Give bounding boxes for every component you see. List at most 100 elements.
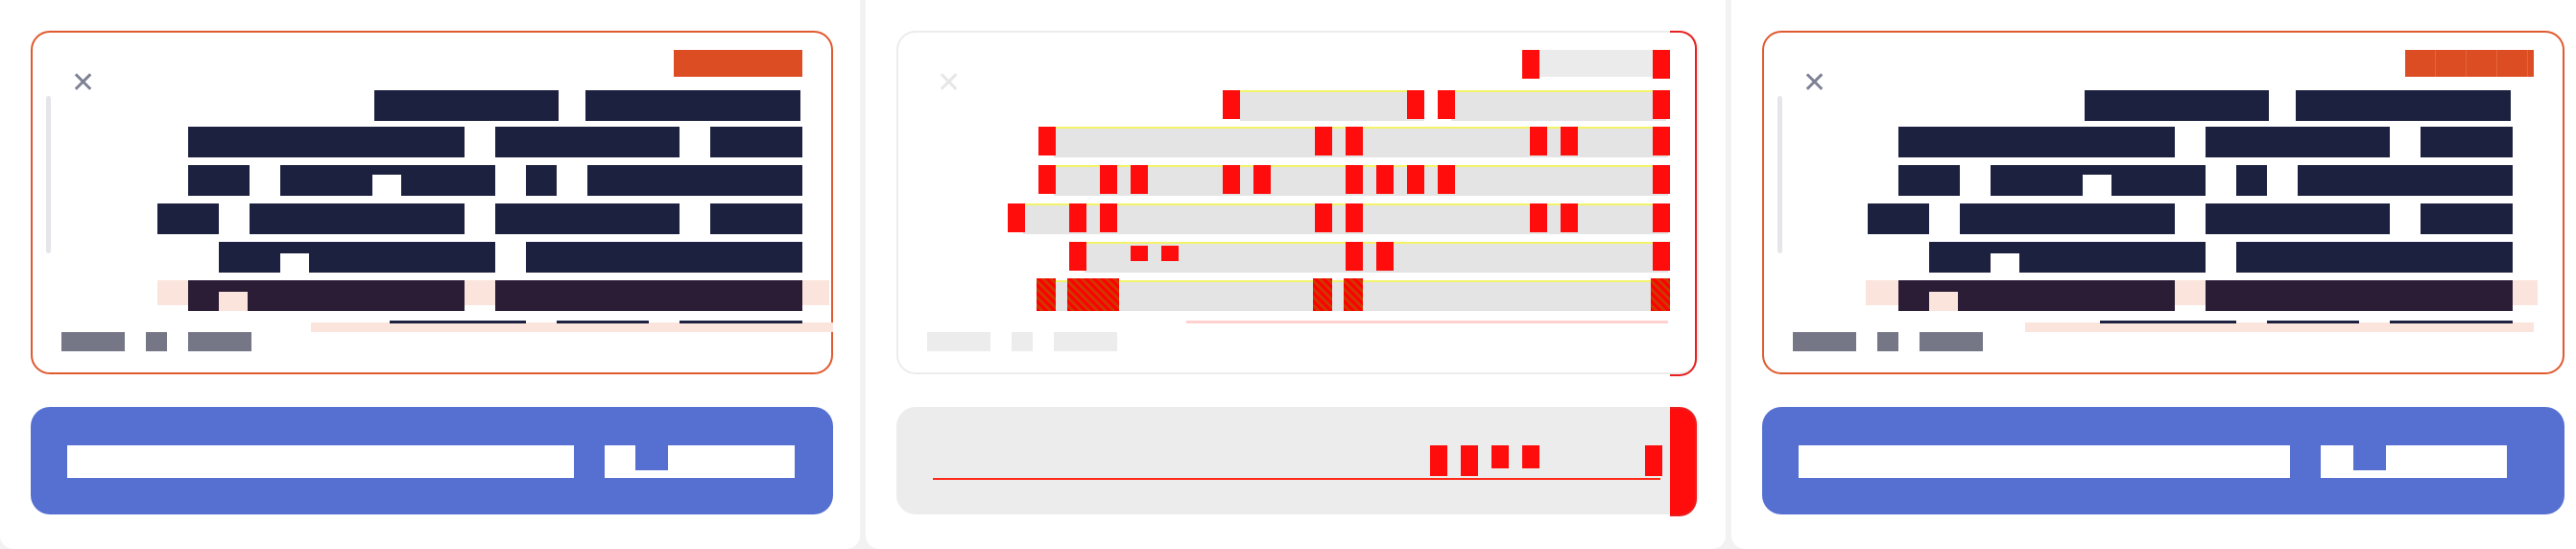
diff-marker — [1315, 127, 1332, 155]
text-line — [1898, 165, 1960, 196]
footer-label — [1877, 332, 1898, 351]
diff-marker — [1037, 278, 1056, 311]
text-line — [2236, 165, 2267, 196]
footer-label — [188, 332, 251, 351]
text-line — [250, 203, 465, 234]
underline — [1186, 321, 1668, 323]
diff-marker — [1438, 165, 1455, 194]
diff-marker — [1253, 165, 1271, 194]
footer-label — [1054, 332, 1117, 351]
diff-marker — [1131, 165, 1148, 194]
diff-marker — [1645, 445, 1662, 476]
panel-overlay: ✕ — [866, 0, 1726, 549]
diff-marker — [1376, 165, 1394, 194]
diff-marker — [1067, 278, 1119, 311]
text-line — [526, 242, 802, 273]
input-field[interactable] — [2321, 445, 2507, 478]
panel-original: ✕ — [0, 0, 860, 549]
diff-marker — [1344, 278, 1363, 311]
diff-frame — [1670, 407, 1697, 516]
underline — [2100, 321, 2159, 323]
diff-marker — [1530, 203, 1547, 232]
input-field[interactable] — [67, 445, 574, 478]
text-line — [2206, 127, 2390, 157]
scrollbar[interactable] — [46, 96, 51, 253]
text-line — [1991, 165, 2206, 196]
text-line — [157, 203, 219, 234]
diff-marker — [1407, 90, 1424, 119]
footer-label — [1012, 332, 1033, 351]
diff-marker — [1346, 165, 1363, 194]
text-line — [2298, 165, 2513, 196]
underline — [2144, 321, 2236, 323]
diff-marker — [1069, 242, 1086, 271]
panel-rendered: ✕ — [1731, 0, 2576, 549]
diff-marker — [1346, 203, 1363, 232]
text-line — [495, 203, 680, 234]
diff-marker — [1522, 445, 1539, 468]
highlight-band — [2025, 322, 2534, 332]
text-line — [587, 165, 802, 196]
close-icon[interactable]: ✕ — [71, 66, 96, 100]
underline — [390, 321, 449, 323]
text-line — [710, 127, 802, 157]
input-field[interactable] — [933, 445, 1440, 480]
diff-marker — [1223, 90, 1240, 119]
footer-label — [146, 332, 167, 351]
footer-label — [1920, 332, 1983, 351]
diff-marker — [1069, 203, 1086, 232]
diff-marker — [1653, 242, 1670, 271]
text-line — [495, 280, 802, 311]
diff-marker — [1522, 50, 1539, 79]
text-line — [1240, 90, 1424, 121]
diff-marker — [1313, 278, 1332, 311]
bottom-bar — [31, 407, 833, 514]
text-line — [585, 90, 800, 121]
text-line — [2421, 127, 2513, 157]
bottom-bar — [1762, 407, 2564, 514]
text-line — [495, 127, 680, 157]
underline — [680, 321, 802, 323]
text-line — [374, 90, 559, 121]
diff-marker — [1491, 445, 1509, 468]
text-line — [2421, 203, 2513, 234]
text-line — [710, 203, 802, 234]
input-field[interactable] — [1799, 445, 2290, 478]
diff-marker — [1653, 50, 1670, 79]
diff-marker — [1653, 127, 1670, 155]
status-badge — [674, 50, 802, 77]
text-line — [188, 280, 465, 311]
diff-marker — [1430, 445, 1447, 476]
text-line — [1929, 242, 2206, 273]
diff-marker — [1461, 445, 1478, 476]
scrollbar[interactable] — [1777, 96, 1782, 253]
close-icon[interactable]: ✕ — [937, 66, 962, 100]
underline — [2267, 321, 2359, 323]
text-line — [2296, 90, 2511, 121]
text-line — [188, 127, 465, 157]
diff-marker — [1100, 165, 1117, 194]
diff-marker — [1346, 127, 1363, 155]
footer-label — [1793, 332, 1856, 351]
diff-marker — [1315, 203, 1332, 232]
text-line — [188, 165, 250, 196]
diff-marker — [1438, 90, 1455, 119]
close-icon[interactable]: ✕ — [1802, 66, 1827, 100]
diff-marker — [1223, 165, 1240, 194]
status-badge — [2405, 50, 2534, 77]
input-field[interactable] — [605, 445, 795, 478]
text-line — [280, 165, 495, 196]
diff-marker — [1346, 242, 1363, 271]
diff-marker — [1653, 90, 1670, 119]
text-card: ✕ — [896, 31, 1699, 374]
text-line — [1868, 203, 1929, 234]
text-line — [219, 242, 495, 273]
text-line — [526, 165, 557, 196]
text-card: ✕ — [31, 31, 833, 374]
diff-marker — [1407, 165, 1424, 194]
text-line — [2236, 242, 2513, 273]
diff-marker — [1038, 165, 1056, 194]
text-line — [1898, 280, 2175, 311]
diff-marker — [1653, 203, 1670, 232]
text-line — [1960, 203, 2175, 234]
